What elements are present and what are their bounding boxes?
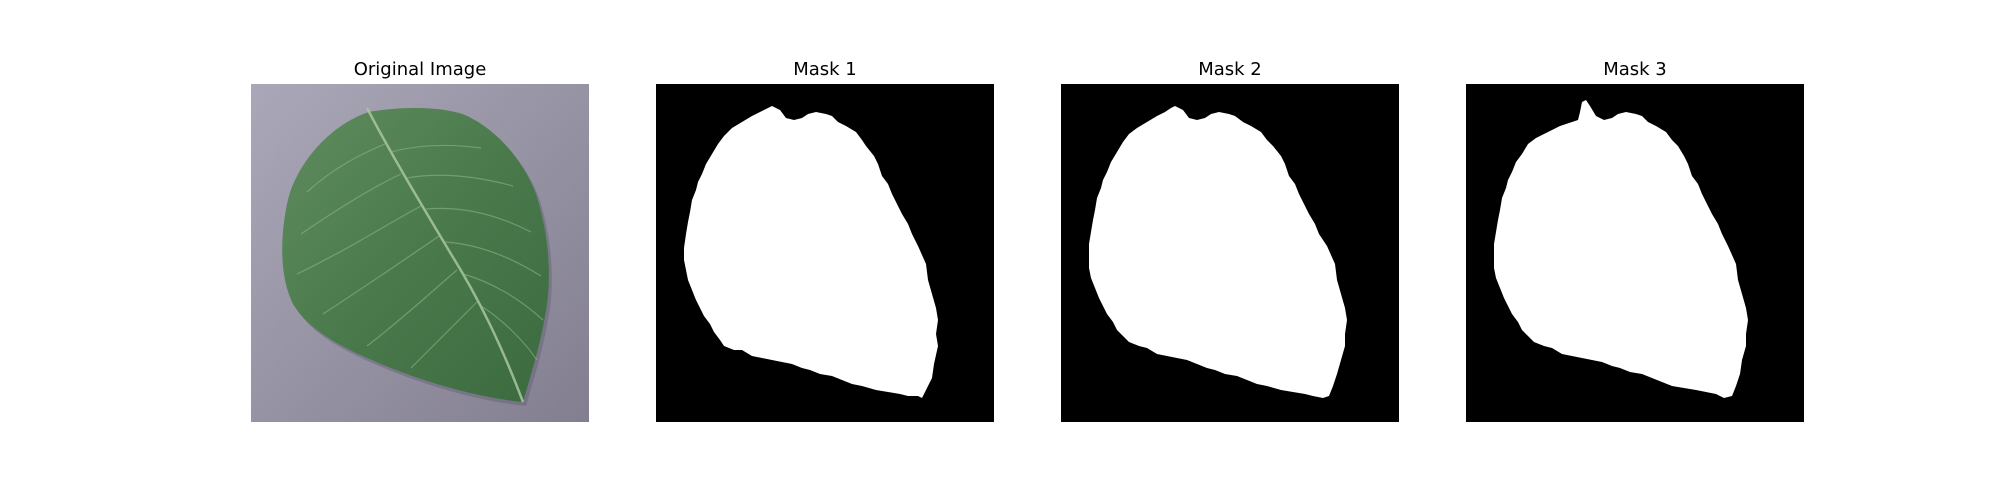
mask-1-region — [684, 106, 938, 398]
leaf-shape — [282, 108, 549, 403]
mask-2-region — [1089, 106, 1347, 398]
leaf-photo — [251, 84, 589, 422]
mask-2-image — [1061, 84, 1399, 422]
mask-1-title: Mask 1 — [793, 59, 857, 80]
original-image-panel: Original Image — [251, 0, 589, 430]
mask-3-panel: Mask 3 — [1466, 0, 1804, 430]
original-image-title: Original Image — [353, 59, 487, 80]
mask-1-image — [656, 84, 994, 422]
mask-2-panel: Mask 2 — [1061, 0, 1399, 430]
mask-2-title: Mask 2 — [1198, 59, 1262, 80]
mask-3-region — [1494, 100, 1748, 398]
mask-3-title: Mask 3 — [1603, 59, 1667, 80]
mask-1-panel: Mask 1 — [656, 0, 994, 430]
mask-3-image — [1466, 84, 1804, 422]
